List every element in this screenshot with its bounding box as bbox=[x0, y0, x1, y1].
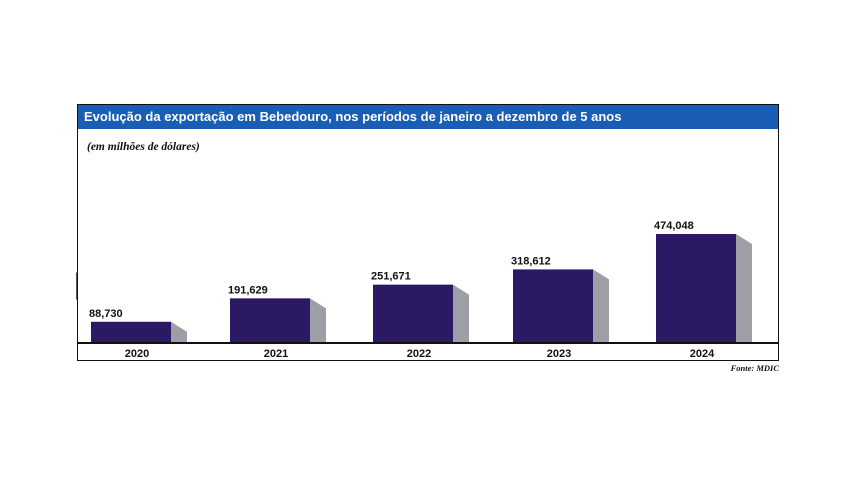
chart-subtitle: (em milhões de dólares) bbox=[87, 141, 200, 153]
chart-frame: Evolução da exportação em Bebedouro, nos… bbox=[77, 104, 779, 361]
chart-source: Fonte: MDIC bbox=[730, 363, 779, 373]
chart-title: Evolução da exportação em Bebedouro, nos… bbox=[78, 105, 778, 129]
